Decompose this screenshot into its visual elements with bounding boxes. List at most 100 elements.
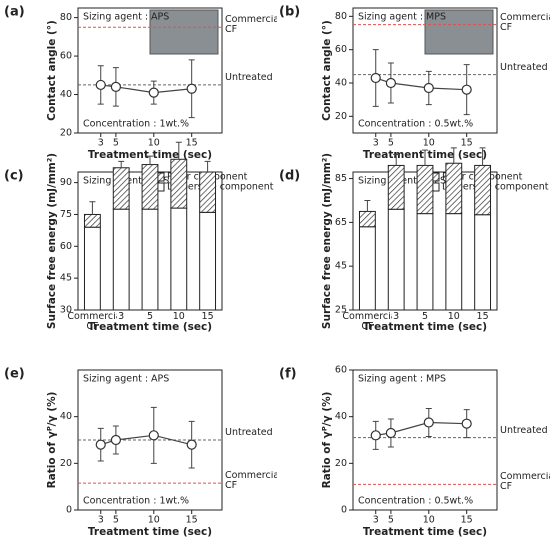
bar-segment [170, 158, 188, 209]
series-line [100, 434, 192, 446]
data-point [370, 72, 381, 84]
y-tick-label: 75 [60, 209, 72, 220]
annotation: Sizing agent : APS [83, 12, 169, 23]
x-tick-label: 3 [98, 515, 104, 526]
error-bar [393, 153, 400, 166]
y-tick-label: 60 [335, 44, 347, 55]
y-tick-label: 45 [335, 261, 347, 272]
reference-label: Commercial CF [500, 13, 550, 33]
panel-label: (f) [279, 367, 297, 382]
reference-label: Untreated [500, 425, 548, 436]
reference-label: Untreated [500, 63, 548, 73]
data-point [385, 427, 396, 439]
bar-segment [199, 171, 217, 213]
error-bar [147, 155, 153, 165]
y-axis-label: Surface free energy (mJ/mm²) [46, 153, 58, 329]
x-tick-label-text: 10 [172, 312, 185, 322]
reference-label: Untreated [225, 428, 273, 438]
reference-label: Commercial CF [225, 15, 277, 35]
error-bar [175, 141, 182, 160]
x-tick-label: 3 [393, 312, 400, 322]
data-point [95, 439, 106, 450]
data-point [423, 417, 434, 428]
y-tick-label: 20 [60, 458, 72, 469]
y-tick-label: 0 [341, 505, 347, 516]
x-tick-label: 3 [98, 138, 104, 149]
error-bar [364, 199, 371, 212]
data-point [461, 84, 472, 95]
y-tick-label: 0 [66, 505, 72, 516]
series-line [375, 421, 467, 436]
y-tick-label: 45 [60, 273, 72, 284]
error-bar [422, 149, 428, 166]
data-point [461, 418, 472, 429]
data-point [385, 77, 396, 89]
x-tick-label-text: 15 [201, 312, 214, 322]
y-axis-label: Ratio of γᴾ/γ (%) [46, 392, 58, 489]
y-tick-label: 90 [60, 177, 72, 188]
reference-label: Untreated [225, 73, 273, 83]
panel-label: (d) [279, 169, 300, 184]
y-tick-label: 60 [60, 51, 72, 62]
data-point [110, 434, 121, 446]
x-tick-label: 10 [447, 312, 460, 322]
data-point [95, 79, 106, 91]
x-tick-label: 15 [461, 515, 473, 526]
y-axis-label: Contact angle (°) [46, 20, 58, 121]
panel-label: (b) [279, 5, 300, 20]
x-axis-label: Treatment time (sec) [363, 526, 487, 538]
x-axis-label: Treatment time (sec) [88, 526, 212, 538]
bar-segment [387, 164, 405, 210]
x-tick-label: 5 [113, 515, 119, 526]
x-tick-label: 15 [201, 312, 214, 322]
bar-segment [112, 208, 130, 311]
y-axis-label: Ratio of γᴾ/γ (%) [321, 392, 333, 489]
x-tick-label: 3 [373, 515, 379, 526]
y-tick-label: 40 [335, 411, 347, 422]
panel-label: (a) [4, 5, 25, 20]
legend-label: Dispersive component [167, 182, 274, 193]
annotation: Concentration : 1wt.% [83, 119, 189, 130]
reference-label-text: Commercial CF [500, 472, 550, 493]
bar-segment [474, 214, 492, 311]
data-point [148, 430, 159, 441]
error-bar [204, 160, 211, 172]
plot-frame [77, 7, 223, 134]
x-tick-label-text: 3 [118, 312, 125, 322]
annotation: Sizing agent : MPS [358, 12, 446, 23]
x-tick-label: 15 [186, 515, 198, 526]
error-bar [479, 147, 486, 166]
x-tick-label: 3 [118, 312, 125, 322]
x-tick-label-text: Commercial CF [342, 312, 392, 332]
y-tick-label: 20 [335, 111, 347, 122]
y-tick-label: 60 [60, 241, 72, 252]
bar-segment [83, 226, 101, 311]
data-point [186, 83, 197, 94]
y-tick-label: 40 [60, 89, 72, 100]
x-axis-label: Treatment time (sec) [88, 321, 212, 333]
x-tick-label-text: 5 [421, 312, 429, 322]
y-tick-label: 80 [60, 12, 72, 23]
bar-segment [141, 164, 159, 210]
panel-label: (e) [4, 367, 25, 382]
x-axis-label: Treatment time (sec) [363, 321, 487, 333]
y-tick-label: 65 [335, 217, 347, 228]
x-tick-label-text: 3 [393, 312, 400, 322]
x-tick-label: 10 [148, 138, 160, 149]
inset-photo [424, 9, 494, 55]
error-bar [118, 160, 125, 168]
x-axis-label: Treatment time (sec) [88, 149, 212, 161]
x-tick-label-text: 10 [447, 312, 460, 322]
error-bar [89, 201, 96, 215]
x-tick-label: Commercial CF [67, 312, 117, 332]
x-tick-label-text: 15 [476, 312, 489, 322]
bar-segment [445, 213, 463, 311]
y-tick-label: 30 [60, 305, 72, 316]
y-tick-label: 40 [60, 411, 72, 422]
bar-segment [83, 213, 101, 228]
annotation: Concentration : 0.5wt.% [358, 119, 473, 130]
x-tick-label: 5 [113, 138, 119, 149]
reference-label-text: Untreated [500, 425, 548, 436]
x-tick-label: 15 [461, 138, 473, 149]
series-line [375, 77, 467, 91]
